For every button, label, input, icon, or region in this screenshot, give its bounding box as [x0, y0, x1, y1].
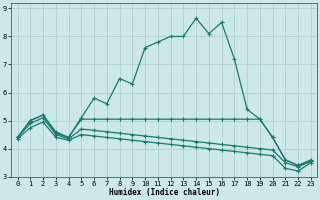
- X-axis label: Humidex (Indice chaleur): Humidex (Indice chaleur): [109, 188, 220, 197]
